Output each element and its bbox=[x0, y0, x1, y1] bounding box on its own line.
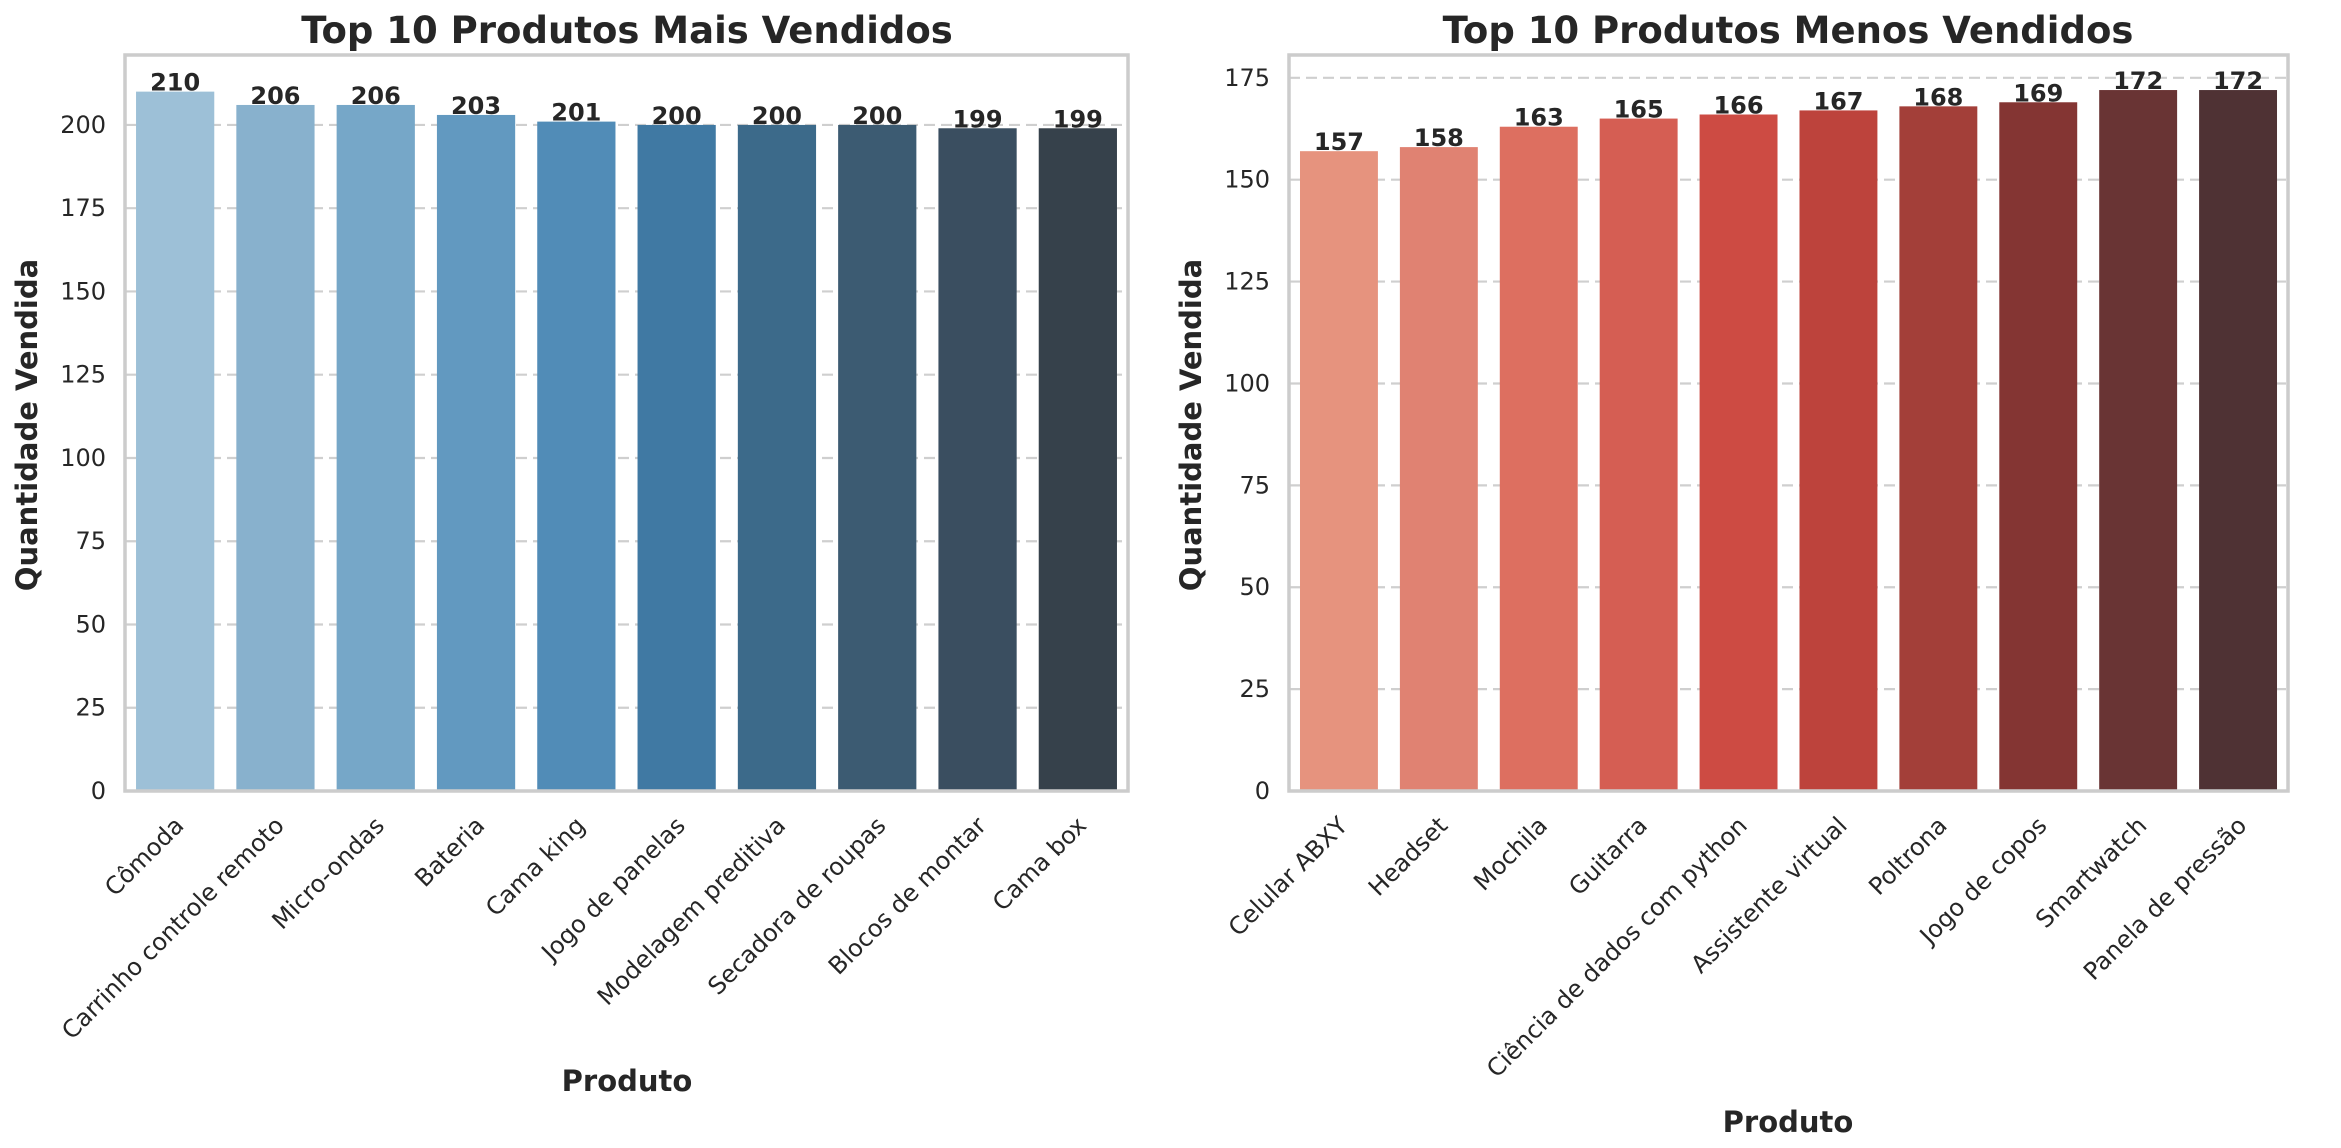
y-tick-labels: 0 25 50 75 100 125 150 175 bbox=[1224, 64, 1270, 805]
bar-jogo-de-copos bbox=[1999, 102, 2078, 791]
y-tick-label: 150 bbox=[1224, 166, 1270, 194]
bar-poltrona bbox=[1899, 106, 1978, 792]
y-tick-label: 75 bbox=[1239, 471, 1270, 499]
x-tick-label: Headset bbox=[1363, 811, 1453, 901]
x-axis-label: Produto bbox=[562, 1064, 693, 1098]
y-axis-label: Quantidade Vendida bbox=[1174, 259, 1208, 591]
bar-value-label: 206 bbox=[351, 82, 401, 110]
y-tick-label: 50 bbox=[1239, 573, 1270, 601]
gridlines bbox=[1289, 76, 2288, 691]
bar-ciencia-de-dados-com-python bbox=[1699, 114, 1778, 791]
bar-carrinho-controle-remoto bbox=[236, 104, 315, 791]
y-tick-label: 0 bbox=[1255, 777, 1270, 805]
bar-value-label: 200 bbox=[752, 102, 802, 130]
y-tick-label: 200 bbox=[60, 111, 106, 139]
chart-title: Top 10 Produtos Mais Vendidos bbox=[301, 9, 953, 52]
bar-cama-box bbox=[1038, 128, 1117, 791]
bar-blocos-de-montar bbox=[938, 128, 1017, 791]
y-tick-label: 75 bbox=[75, 527, 106, 555]
bar-cama-king bbox=[537, 121, 616, 792]
y-axis-label: Quantidade Vendida bbox=[10, 259, 44, 591]
y-tick-label: 125 bbox=[1224, 268, 1270, 296]
y-tick-label: 25 bbox=[75, 694, 106, 722]
bar-secadora-de-roupas bbox=[838, 124, 917, 792]
bar-value-label: 201 bbox=[551, 99, 601, 127]
bar-value-label: 199 bbox=[1053, 105, 1103, 133]
bar-bateria bbox=[436, 114, 516, 792]
y-tick-label: 150 bbox=[60, 277, 106, 305]
bar-comoda bbox=[136, 91, 215, 791]
x-tick-label: Bateria bbox=[409, 811, 490, 892]
chart-top-10-least-sold: Top 10 Produtos Menos Vendidos Produto Q… bbox=[1174, 9, 2290, 1139]
bar-mochila bbox=[1499, 126, 1578, 792]
bar-guitarra bbox=[1599, 118, 1678, 791]
x-tick-label: Poltrona bbox=[1863, 811, 1952, 900]
bar-value-label: 168 bbox=[1913, 83, 1963, 111]
x-tick-label: Panela de pressão bbox=[2078, 811, 2252, 985]
bar-value-label: 172 bbox=[2113, 67, 2163, 95]
bar-value-label: 166 bbox=[1713, 91, 1763, 119]
bar-value-labels: 157 158 163 165 166 167 168 169 172 172 bbox=[1314, 67, 2263, 156]
y-tick-label: 100 bbox=[1224, 369, 1270, 397]
y-tick-label: 50 bbox=[75, 610, 106, 638]
bar-value-label: 210 bbox=[150, 69, 200, 97]
bar-jogo-de-panelas bbox=[637, 124, 716, 792]
bar-panela-de-pressao bbox=[2199, 90, 2278, 792]
bar-value-label: 165 bbox=[1614, 96, 1664, 124]
bars bbox=[136, 91, 1117, 792]
bar-assistente-virtual bbox=[1799, 110, 1878, 792]
bar-celular-abxy bbox=[1299, 151, 1378, 791]
x-tick-label: Celular ABXY bbox=[1223, 811, 1354, 942]
bar-value-labels: 210 206 206 203 201 200 200 200 199 199 bbox=[150, 69, 1103, 134]
x-tick-label: Guitarra bbox=[1563, 811, 1653, 901]
bar-micro-ondas bbox=[336, 104, 415, 791]
y-tick-label: 125 bbox=[60, 361, 106, 389]
y-tick-label: 100 bbox=[60, 444, 106, 472]
bar-value-label: 169 bbox=[2013, 79, 2063, 107]
bar-value-label: 172 bbox=[2213, 67, 2263, 95]
y-tick-labels: 0 25 50 75 100 125 150 175 200 bbox=[60, 111, 106, 805]
y-tick-label: 0 bbox=[91, 777, 106, 805]
bar-value-label: 199 bbox=[952, 105, 1002, 133]
x-tick-label: Secadora de roupas bbox=[702, 811, 891, 1000]
x-tick-label: Cômoda bbox=[99, 811, 189, 901]
x-tick-labels: Celular ABXY Headset Mochila GuitarraCiênci… bbox=[1223, 811, 2252, 1083]
y-tick-label: 25 bbox=[1239, 675, 1270, 703]
x-tick-label: Mochila bbox=[1468, 811, 1553, 896]
bar-headset bbox=[1399, 147, 1478, 792]
plot-frame bbox=[123, 53, 1130, 793]
bar-value-label: 163 bbox=[1514, 104, 1564, 132]
y-tick-label: 175 bbox=[60, 194, 106, 222]
bars bbox=[1299, 90, 2278, 792]
bar-value-label: 200 bbox=[852, 102, 902, 130]
x-axis-label: Produto bbox=[1723, 1105, 1854, 1139]
chart-title: Top 10 Produtos Menos Vendidos bbox=[1443, 9, 2134, 52]
plot-frame bbox=[1287, 53, 2290, 793]
bar-value-label: 157 bbox=[1314, 128, 1364, 156]
bar-value-label: 203 bbox=[451, 92, 501, 120]
bar-value-label: 158 bbox=[1414, 124, 1464, 152]
bar-value-label: 200 bbox=[652, 102, 702, 130]
x-tick-label: Cama king bbox=[480, 811, 590, 921]
bar-value-label: 167 bbox=[1813, 87, 1863, 115]
bar-value-label: 206 bbox=[250, 82, 300, 110]
bar-modelagem-preditiva bbox=[737, 124, 817, 792]
y-tick-label: 175 bbox=[1224, 64, 1270, 92]
x-tick-label: Modelagem preditiva bbox=[592, 811, 791, 1010]
bar-smartwatch bbox=[2099, 90, 2178, 792]
chart-top-10-most-sold: Top 10 Produtos Mais Vendidos Produto Qu… bbox=[10, 9, 1130, 1098]
x-tick-label: Cama box bbox=[987, 811, 1092, 916]
